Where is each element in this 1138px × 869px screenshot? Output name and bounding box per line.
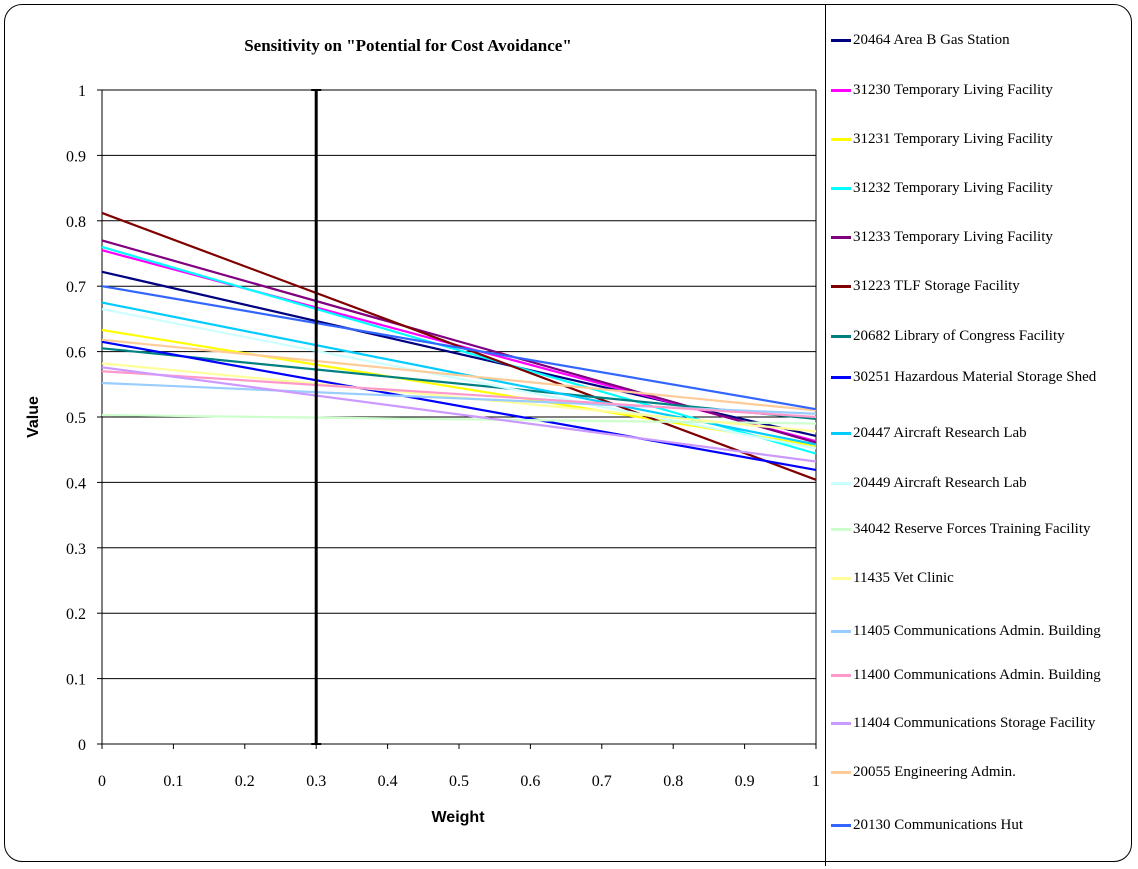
- x-tick-label: 0.4: [378, 773, 398, 790]
- legend-swatch: [831, 577, 851, 580]
- legend-swatch: [831, 482, 851, 485]
- gridlines: [102, 89, 817, 744]
- x-tick-label: 0.5: [449, 773, 469, 790]
- series-line: [101, 366, 817, 463]
- legend-item: 20447 Aircraft Research Lab: [831, 424, 1131, 443]
- legend-item: 31231 Temporary Living Facility: [831, 130, 1131, 149]
- series-line: [101, 347, 817, 421]
- legend-item: 11400 Communications Admin. Building: [831, 666, 1131, 685]
- legend-swatch: [831, 432, 851, 435]
- legend-swatch: [831, 39, 851, 42]
- legend-label: 20130 Communications Hut: [853, 817, 1023, 833]
- legend-item: 11435 Vet Clinic: [831, 569, 1131, 588]
- legend-swatch: [831, 824, 851, 827]
- axes: [97, 89, 817, 749]
- y-tick-label: 0.9: [66, 148, 86, 165]
- legend-label: 11435 Vet Clinic: [853, 570, 954, 586]
- y-tick-label: 0.5: [66, 410, 86, 427]
- legend-item: 31232 Temporary Living Facility: [831, 179, 1131, 198]
- legend-item: 20464 Area B Gas Station: [831, 31, 1131, 50]
- legend-label: 31230 Temporary Living Facility: [853, 82, 1053, 98]
- legend-label: 20464 Area B Gas Station: [853, 32, 1010, 48]
- series-line: [101, 239, 817, 444]
- chart-frame: [4, 4, 1132, 862]
- legend-swatch: [831, 376, 851, 379]
- legend-item: 31230 Temporary Living Facility: [831, 81, 1131, 100]
- legend-swatch: [831, 674, 851, 677]
- y-tick-label: 0.3: [66, 541, 86, 558]
- series-lines: [101, 211, 817, 481]
- x-tick-label: 0.6: [520, 773, 540, 790]
- legend-swatch: [831, 89, 851, 92]
- x-tick-label: 0.7: [592, 773, 612, 790]
- legend-item: 20130 Communications Hut: [831, 816, 1131, 835]
- legend-label: 31232 Temporary Living Facility: [853, 180, 1053, 196]
- legend-label: 20449 Aircraft Research Lab: [853, 475, 1027, 491]
- legend: 20464 Area B Gas Station 31230 Temporary …: [825, 4, 1135, 866]
- series-line: [101, 340, 817, 472]
- y-tick-label: 0.1: [66, 672, 86, 689]
- chart-plot: Sensitivity on "Potential for Cost Avoid…: [25, 36, 820, 826]
- legend-label: 30251 Hazardous Material Storage Shed: [853, 369, 1097, 385]
- reference-line-group: [311, 89, 322, 745]
- y-tick-label: 0.7: [66, 279, 86, 296]
- y-tick-label: 0.2: [66, 606, 86, 623]
- legend-item: 20055 Engineering Admin.: [831, 763, 1131, 782]
- x-axis-label: Weight: [431, 809, 485, 826]
- y-tick-label: 1: [78, 83, 86, 100]
- y-tick-label: 0.4: [66, 475, 86, 492]
- legend-swatch: [831, 630, 851, 633]
- legend-swatch: [831, 285, 851, 288]
- legend-swatch: [831, 528, 851, 531]
- legend-swatch: [831, 138, 851, 141]
- legend-label: 34042 Reserve Forces Training Facility: [853, 521, 1091, 537]
- legend-item: 20449 Aircraft Research Lab: [831, 474, 1131, 493]
- legend-swatch: [831, 236, 851, 239]
- legend-swatch: [831, 722, 851, 725]
- legend-label: 31233 Temporary Living Facility: [853, 229, 1053, 245]
- legend-swatch: [831, 335, 851, 338]
- tick-labels: 0 0.1 0.2 0.3 0.4 0.5 0.6 0.7 0.8 0.9 1 0 0.1 0.2 0.3 0…: [66, 83, 820, 790]
- series-line: [101, 285, 817, 411]
- legend-label: 20055 Engineering Admin.: [853, 764, 1016, 780]
- x-tick-label: 0.1: [163, 773, 183, 790]
- legend-item: 30251 Hazardous Material Storage Shed: [831, 368, 1131, 387]
- legend-label: 31231 Temporary Living Facility: [853, 131, 1053, 147]
- legend-item: 31233 Temporary Living Facility: [831, 228, 1131, 247]
- y-axis-label: Value: [25, 396, 42, 438]
- y-tick-label: 0.6: [66, 345, 86, 362]
- x-tick-label: 0.9: [735, 773, 755, 790]
- x-tick-label: 0.2: [235, 773, 255, 790]
- legend-item: 31223 TLF Storage Facility: [831, 277, 1131, 296]
- legend-label: 11404 Communications Storage Facility: [853, 715, 1096, 731]
- series-line: [101, 308, 817, 450]
- x-tick-label: 0.3: [306, 773, 326, 790]
- legend-label: 20447 Aircraft Research Lab: [853, 425, 1027, 441]
- x-tick-label: 0.8: [663, 773, 683, 790]
- y-tick-label: 0: [78, 737, 86, 754]
- legend-label: 31223 TLF Storage Facility: [853, 278, 1020, 294]
- legend-item: 34042 Reserve Forces Training Facility: [831, 520, 1131, 539]
- chart-title: Sensitivity on "Potential for Cost Avoid…: [244, 36, 572, 55]
- series-line: [101, 211, 817, 481]
- x-tick-label: 0: [98, 773, 106, 790]
- series-line: [101, 338, 817, 412]
- y-tick-label: 0.8: [66, 214, 86, 231]
- series-line: [101, 328, 817, 447]
- legend-label: 11400 Communications Admin. Building: [853, 667, 1101, 683]
- legend-swatch: [831, 187, 851, 190]
- legend-item: 11404 Communications Storage Facility: [831, 714, 1131, 733]
- legend-swatch: [831, 771, 851, 774]
- legend-item: 11405 Communications Admin. Building: [831, 622, 1131, 641]
- legend-label: 20682 Library of Congress Facility: [853, 328, 1065, 344]
- legend-label: 11405 Communications Admin. Building: [853, 623, 1101, 639]
- series-line: [101, 370, 817, 419]
- legend-item: 20682 Library of Congress Facility: [831, 327, 1131, 346]
- x-tick-label: 1: [812, 773, 820, 790]
- series-line: [101, 413, 817, 425]
